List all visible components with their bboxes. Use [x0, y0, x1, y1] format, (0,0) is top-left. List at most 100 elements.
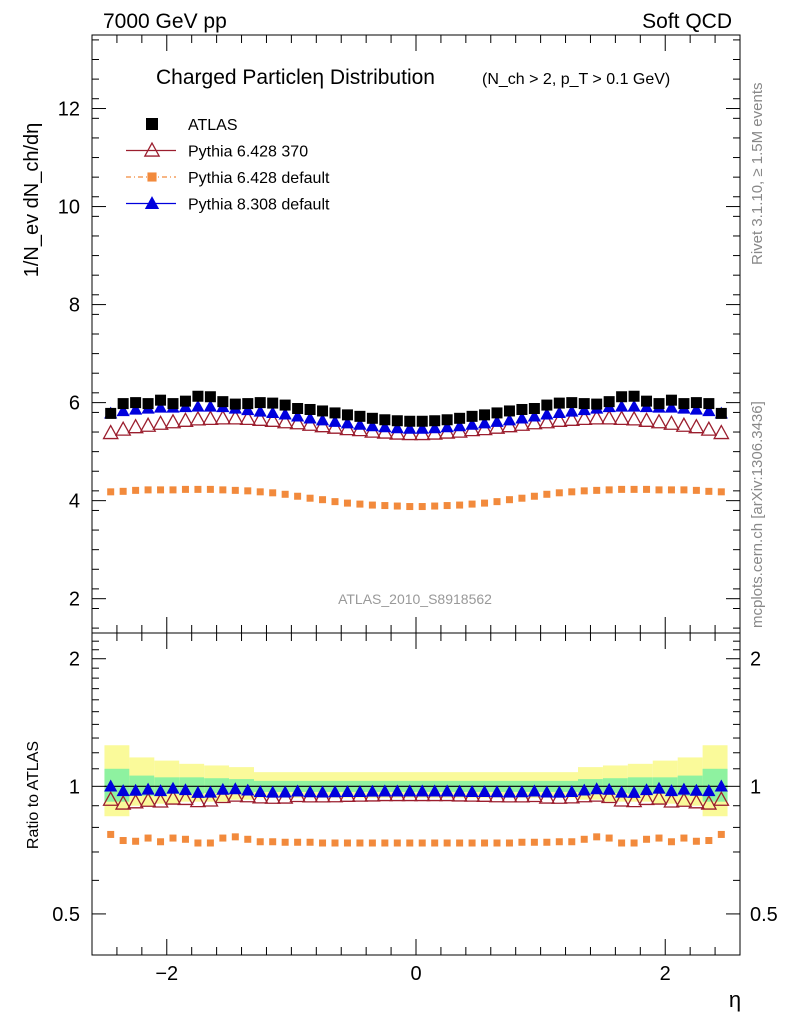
data-point	[503, 405, 515, 417]
ratio-point	[505, 839, 513, 847]
data-point	[119, 487, 127, 495]
data-point	[527, 409, 541, 422]
ratio-point	[717, 830, 725, 838]
ratio-point	[253, 785, 267, 798]
legend: ATLAS Pythia 6.428 370 Pythia 6.428 defaul…	[126, 117, 330, 214]
data-point	[653, 398, 665, 410]
data-point	[306, 494, 314, 502]
data-point	[251, 411, 269, 426]
data-point	[354, 410, 366, 422]
ratio-point	[477, 785, 492, 798]
ratio-point	[331, 839, 339, 847]
ratio-point	[502, 785, 517, 798]
ratio-point	[663, 792, 680, 808]
data-point	[605, 486, 613, 494]
data-point	[219, 486, 227, 494]
data-point	[177, 412, 194, 427]
ratio-point	[655, 834, 663, 842]
data-point	[107, 488, 115, 496]
data-point	[580, 487, 588, 495]
data-point	[575, 410, 593, 426]
ratio-point	[107, 830, 115, 838]
ratio-point	[129, 783, 143, 796]
ratio-point	[231, 833, 239, 841]
ratio-point	[353, 785, 367, 798]
ratio-point	[689, 783, 703, 796]
rivet-label: Rivet 3.1.10, ≥ 1.5M events	[749, 83, 766, 266]
data-point	[127, 418, 144, 434]
data-point	[276, 413, 294, 429]
ratio-point	[465, 785, 479, 798]
data-point	[643, 485, 651, 493]
ratio-point	[565, 785, 579, 798]
data-point	[202, 410, 219, 426]
data-point	[144, 486, 152, 494]
data-point	[231, 486, 239, 494]
ratio-point	[605, 834, 613, 842]
data-point	[538, 413, 556, 429]
data-point	[613, 410, 630, 426]
data-point	[214, 409, 232, 425]
data-point	[600, 409, 618, 425]
data-point	[625, 410, 643, 426]
legend-marker	[144, 196, 160, 210]
ratio-point	[214, 788, 232, 804]
ratio-point	[141, 782, 155, 795]
data-point	[627, 399, 641, 412]
data-point	[303, 411, 317, 424]
ratio-point	[178, 783, 193, 796]
data-point	[675, 416, 693, 432]
ratio-point	[418, 839, 426, 847]
chart-subtitle: (N_ch > 2, p_T > 0.1 GeV)	[482, 71, 670, 88]
y-tick-label: 2	[69, 589, 80, 611]
data-point	[253, 404, 267, 417]
data-point	[317, 405, 329, 417]
data-point	[353, 417, 367, 430]
ratio-point	[543, 838, 551, 846]
legend-label: Pythia 6.428 370	[188, 144, 308, 161]
ratio-point	[677, 782, 691, 795]
data-point	[105, 407, 117, 419]
data-point	[406, 503, 414, 511]
y-tick-label: 6	[69, 393, 80, 415]
data-point	[440, 420, 454, 433]
ratio-point	[530, 838, 538, 846]
data-point	[465, 417, 479, 430]
data-point	[291, 409, 305, 422]
data-point	[204, 391, 216, 403]
ratio-point	[625, 792, 643, 808]
legend-label: ATLAS	[188, 117, 238, 134]
legend-marker	[143, 141, 161, 157]
header-left: 7000 GeV pp	[103, 10, 227, 33]
data-point	[278, 407, 292, 420]
data-point	[490, 414, 504, 427]
ratio-point	[328, 785, 342, 798]
data-point	[329, 407, 341, 419]
ratio-point	[638, 790, 655, 806]
data-point	[655, 486, 663, 494]
data-point	[428, 421, 442, 434]
ratio-point	[667, 838, 675, 846]
x-tick-label: 0	[410, 963, 421, 985]
y-tick-label: 10	[58, 197, 80, 219]
ratio-point	[639, 783, 654, 796]
data-point	[292, 403, 304, 415]
data-point	[443, 502, 451, 510]
data-point	[206, 485, 214, 493]
ratio-point	[194, 839, 202, 847]
ratio-point	[428, 784, 442, 797]
y-tick-label: 12	[58, 99, 80, 121]
data-point	[256, 488, 264, 496]
x-axis-label: η	[729, 987, 741, 1012]
ratio-point	[590, 782, 604, 795]
data-point	[181, 485, 189, 493]
data-point	[393, 502, 401, 510]
data-point	[664, 400, 679, 413]
data-point	[593, 486, 601, 494]
ratio-point	[319, 839, 327, 847]
data-point	[541, 399, 553, 411]
ratio-point	[613, 791, 630, 807]
data-point	[404, 415, 416, 427]
ratio-point	[181, 835, 189, 843]
